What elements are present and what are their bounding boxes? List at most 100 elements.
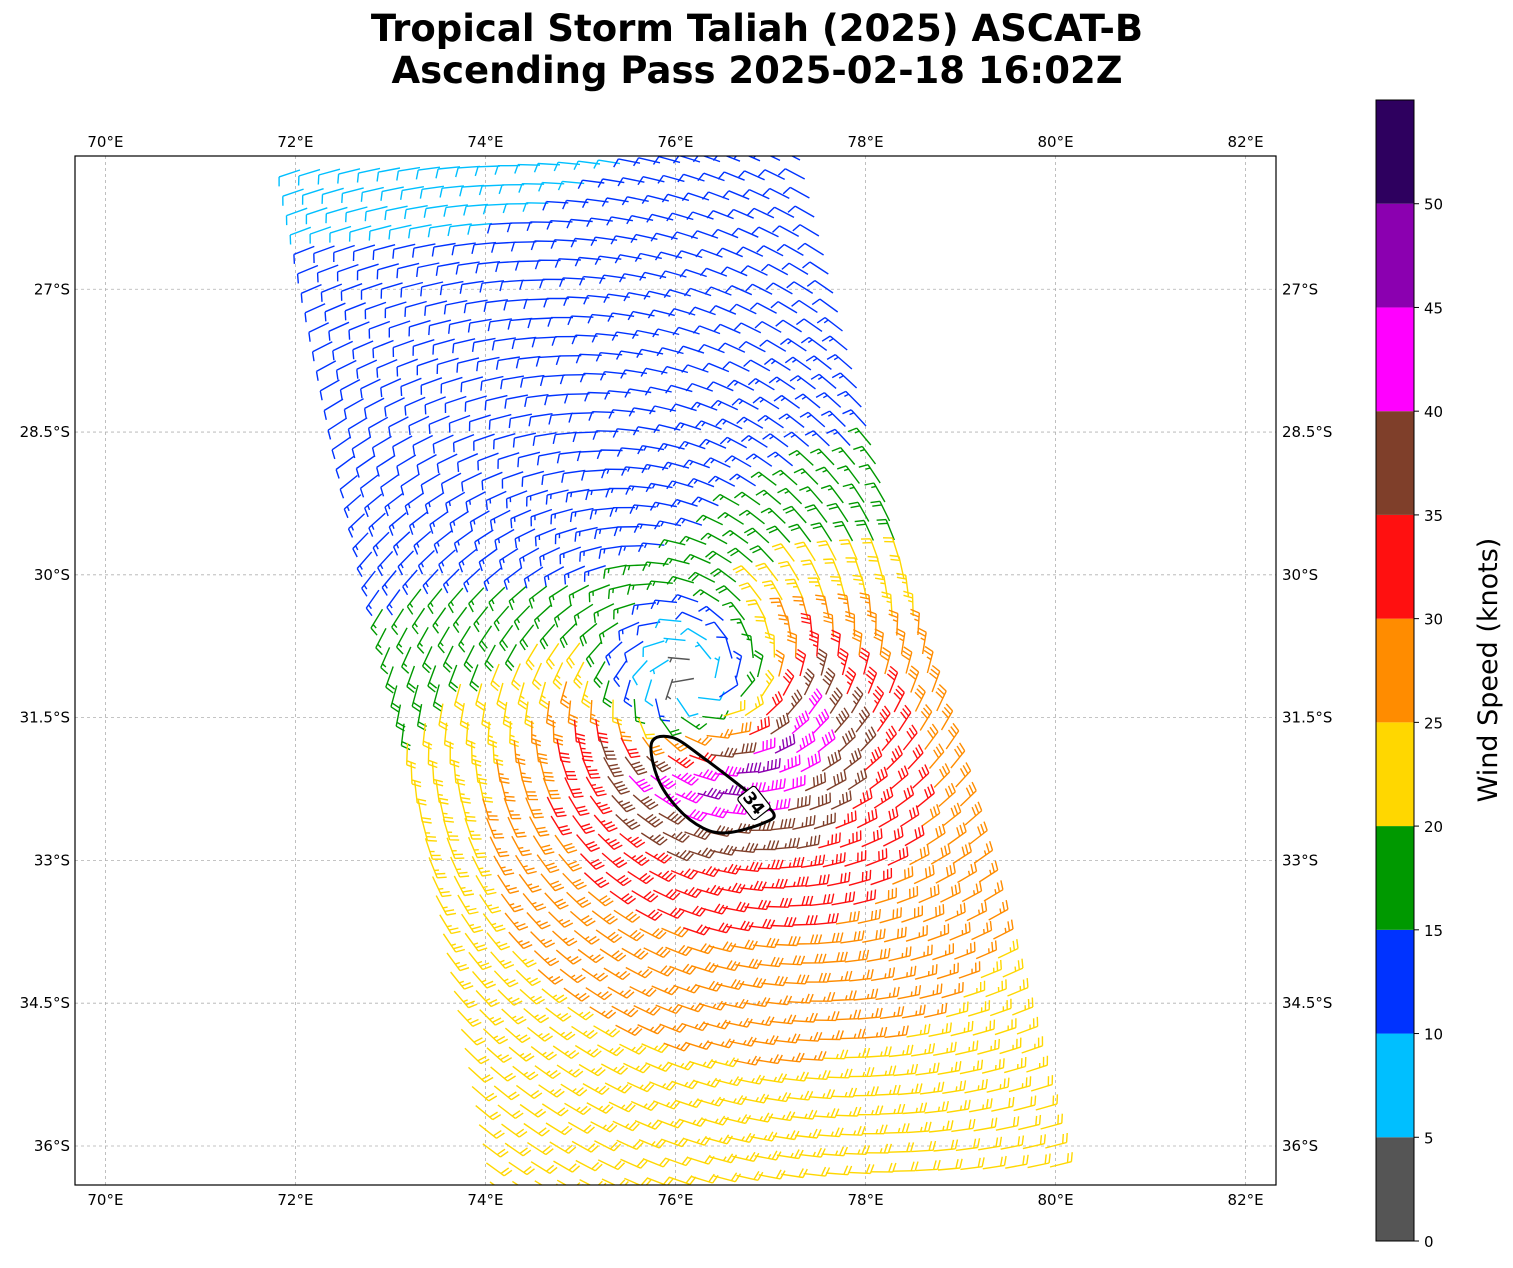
wind-barb	[950, 742, 966, 769]
wind-barb	[474, 529, 494, 552]
wind-barb	[740, 880, 767, 892]
wind-barb	[348, 321, 370, 340]
wind-barb	[496, 682, 507, 711]
wind-barb	[700, 532, 728, 545]
wind-barb	[372, 244, 396, 260]
wind-barb	[710, 747, 738, 758]
wind-barb	[538, 1084, 565, 1098]
wind-barb	[508, 413, 533, 429]
wind-barb	[790, 1109, 818, 1120]
wind-barb	[754, 320, 782, 333]
wind-barb	[658, 539, 686, 549]
wind-barb	[447, 223, 472, 237]
wind-barb	[831, 446, 856, 465]
wind-barb	[822, 667, 836, 695]
wind-barb	[757, 169, 786, 181]
wind-barb	[805, 874, 830, 887]
wind-barb	[928, 1022, 952, 1037]
wind-barb	[546, 220, 573, 230]
wind-barb	[945, 722, 960, 750]
wind-barb	[575, 1159, 603, 1172]
wind-barb	[615, 813, 641, 831]
wind-barb	[701, 362, 730, 373]
wind-barb	[1021, 1036, 1044, 1054]
wind-barb	[597, 1044, 625, 1057]
wind-barb	[352, 532, 369, 558]
wind-barb	[676, 697, 699, 717]
wind-barb	[396, 262, 420, 279]
wind-barb	[859, 592, 872, 618]
wind-barb	[468, 951, 492, 971]
wind-barb	[541, 1103, 569, 1117]
wind-barb	[442, 818, 460, 841]
wind-barb	[919, 983, 943, 999]
wind-barb	[672, 677, 695, 683]
wind-barb	[305, 207, 328, 225]
wind-barb	[772, 225, 800, 238]
wind-barb	[423, 204, 448, 218]
colorbar-segment	[1376, 618, 1414, 723]
wind-barb	[916, 784, 935, 808]
wind-barb	[525, 797, 544, 819]
wind-barb	[878, 806, 899, 828]
wind-barb	[713, 323, 741, 334]
wind-barb	[428, 319, 452, 336]
wind-barb	[510, 241, 537, 252]
wind-barb	[573, 603, 594, 626]
wind-barb	[616, 718, 632, 742]
wind-barb	[792, 596, 809, 619]
wind-barb	[607, 986, 635, 999]
wind-barb	[471, 970, 496, 989]
wind-barb	[476, 356, 500, 372]
wind-barb	[903, 590, 914, 617]
wind-barb	[360, 378, 381, 399]
wind-barb	[786, 631, 798, 658]
wind-barb	[857, 1105, 884, 1116]
wind-barb	[538, 758, 555, 782]
wind-barb	[574, 1044, 602, 1058]
wind-barb	[779, 856, 805, 869]
wind-barb	[451, 242, 476, 256]
wind-barb	[807, 577, 825, 600]
colorbar-segment	[1376, 411, 1414, 515]
wind-barb	[816, 540, 837, 561]
wind-barb	[631, 602, 657, 615]
wind-barb	[591, 910, 618, 925]
wind-barb	[566, 891, 592, 909]
wind-barb	[646, 1176, 674, 1185]
wind-barb	[548, 911, 574, 928]
wind-barb	[991, 1096, 1015, 1112]
wind-barb	[839, 830, 862, 848]
wind-barb	[805, 972, 831, 983]
wind-barb	[511, 336, 537, 350]
wind-barb	[630, 233, 658, 244]
wind-barb	[536, 854, 560, 874]
wind-barb	[435, 780, 449, 805]
wind-barb	[448, 319, 472, 334]
wind-barb	[335, 359, 357, 380]
wind-barb	[600, 1063, 629, 1075]
wind-barb	[416, 262, 440, 277]
wind-barb	[706, 210, 734, 220]
wind-barb	[495, 260, 521, 273]
wind-barb	[535, 739, 548, 765]
wind-barb	[800, 612, 813, 638]
wind-barb	[681, 192, 710, 202]
wind-barb	[756, 245, 784, 257]
wind-barb	[778, 413, 805, 428]
wind-barb	[695, 248, 723, 258]
wind-barb	[670, 231, 699, 241]
wind-barb	[575, 353, 602, 364]
wind-barb	[558, 277, 586, 287]
wind-barb	[812, 708, 830, 734]
wind-barb	[799, 486, 824, 504]
wind-barb	[459, 280, 484, 294]
wind-barb	[534, 1065, 561, 1079]
wind-barb	[835, 910, 860, 925]
wind-barb	[715, 1076, 743, 1087]
wind-barb	[729, 303, 757, 315]
wind-barb	[884, 1123, 910, 1134]
contour-34kt: 34	[649, 734, 776, 835]
wind-barb	[497, 452, 520, 469]
wind-barb	[997, 939, 1019, 959]
